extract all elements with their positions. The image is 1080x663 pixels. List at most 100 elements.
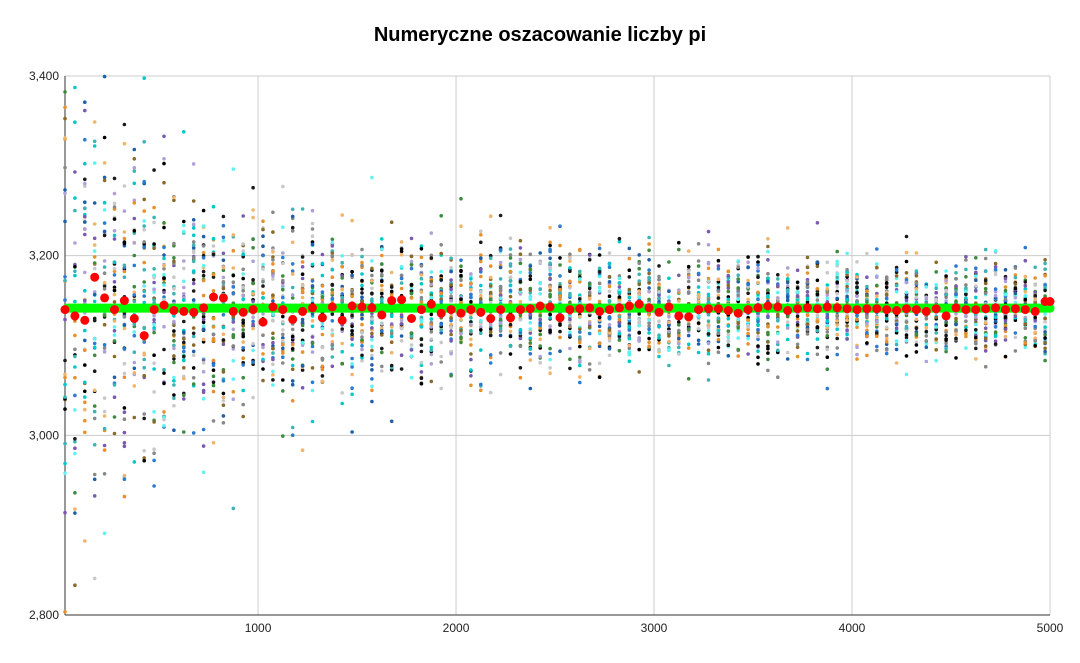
- trial-point: [1023, 322, 1028, 326]
- trial-point: [261, 357, 265, 362]
- trial-point: [875, 265, 879, 270]
- trial-point: [271, 351, 275, 355]
- trial-point: [538, 317, 542, 322]
- trial-point: [637, 261, 641, 266]
- trial-point: [132, 241, 137, 245]
- trial-point: [677, 328, 681, 333]
- trial-point: [162, 290, 166, 295]
- trial-point: [637, 317, 641, 322]
- trial-point: [568, 279, 572, 284]
- trial-point: [607, 265, 612, 270]
- trial-point: [449, 265, 453, 270]
- trial-point: [182, 298, 186, 302]
- mean-point: [961, 305, 971, 315]
- trial-point: [261, 291, 265, 295]
- trial-point: [835, 285, 839, 289]
- trial-point: [766, 276, 770, 281]
- trial-point: [251, 360, 255, 364]
- trial-point: [102, 443, 107, 448]
- trial-point: [488, 361, 493, 365]
- trial-point: [300, 317, 305, 322]
- trial-point: [677, 320, 681, 325]
- trial-point: [726, 286, 731, 290]
- trial-point: [766, 249, 770, 254]
- trial-point: [350, 392, 354, 397]
- trial-point: [776, 375, 780, 380]
- trial-point: [142, 197, 146, 202]
- trial-point: [706, 312, 711, 317]
- trial-point: [409, 334, 414, 339]
- trial-point: [1013, 273, 1018, 277]
- trial-point: [558, 349, 562, 354]
- trial-point: [647, 344, 651, 349]
- trial-point: [469, 357, 473, 362]
- trial-point: [617, 276, 622, 281]
- mean-point: [1045, 297, 1055, 306]
- trial-point: [429, 345, 434, 350]
- trial-point: [954, 264, 958, 268]
- trial-point: [974, 266, 978, 271]
- trial-point: [63, 298, 67, 302]
- trial-point: [578, 327, 582, 331]
- trial-point: [944, 333, 948, 338]
- trial-point: [875, 291, 879, 296]
- trial-point: [419, 273, 424, 277]
- trial-point: [389, 270, 394, 275]
- trial-point: [201, 293, 206, 298]
- trial-point: [360, 358, 364, 363]
- trial-point: [271, 250, 275, 254]
- mean-point: [773, 302, 783, 312]
- trial-point: [83, 380, 87, 385]
- trial-point: [380, 279, 384, 284]
- trial-point: [974, 284, 978, 288]
- trial-point: [182, 340, 186, 345]
- trial-point: [667, 320, 671, 325]
- trial-point: [558, 287, 562, 292]
- trial-point: [805, 285, 810, 289]
- trial-point: [211, 339, 216, 343]
- trial-point: [102, 233, 107, 238]
- trial-point: [162, 263, 166, 268]
- trial-point: [964, 328, 968, 333]
- trial-point: [696, 271, 701, 276]
- trial-point: [736, 273, 740, 278]
- trial-point: [271, 336, 275, 341]
- trial-point: [667, 315, 671, 319]
- trial-point: [271, 346, 275, 351]
- trial-point: [766, 351, 770, 355]
- trial-point: [73, 241, 77, 245]
- mean-point: [139, 331, 149, 341]
- trial-point: [508, 275, 513, 280]
- trial-point: [152, 330, 156, 335]
- trial-point: [983, 336, 988, 341]
- trial-point: [667, 339, 671, 344]
- trial-point: [865, 321, 869, 326]
- trial-point: [409, 254, 414, 259]
- trial-point: [399, 281, 404, 285]
- mean-point: [694, 305, 704, 315]
- trial-point: [835, 296, 839, 301]
- trial-point: [182, 330, 186, 335]
- trial-point: [884, 281, 889, 285]
- trial-point: [904, 328, 909, 333]
- trial-point: [726, 332, 731, 337]
- trial-point: [1003, 276, 1008, 281]
- trial-point: [370, 175, 374, 180]
- trial-point: [152, 280, 156, 285]
- trial-point: [934, 297, 938, 302]
- trial-point: [558, 274, 562, 278]
- trial-point: [934, 260, 938, 265]
- trial-point: [815, 313, 820, 318]
- trial-point: [459, 268, 463, 273]
- trial-point: [904, 250, 909, 255]
- trial-point: [686, 333, 691, 338]
- trial-point: [479, 294, 483, 298]
- mean-point: [1001, 305, 1010, 315]
- trial-point: [380, 253, 384, 258]
- trial-point: [201, 320, 206, 325]
- trial-point: [518, 287, 523, 292]
- trial-point: [1033, 276, 1037, 280]
- trial-point: [904, 372, 909, 377]
- trial-point: [290, 229, 295, 233]
- trial-point: [647, 281, 651, 285]
